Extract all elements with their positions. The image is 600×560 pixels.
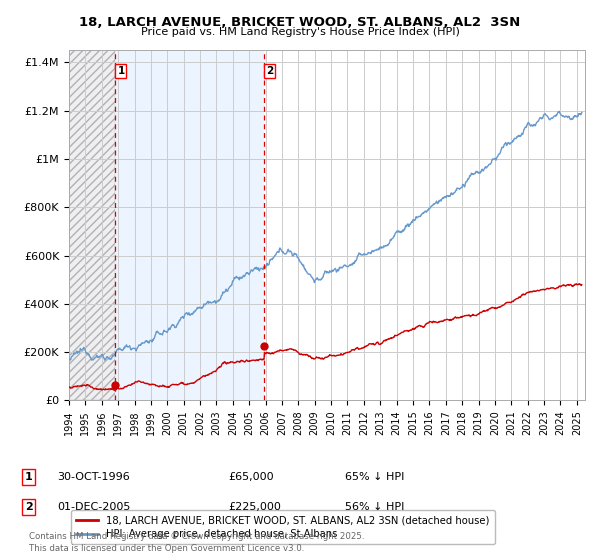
Text: 65% ↓ HPI: 65% ↓ HPI <box>345 472 404 482</box>
Text: £65,000: £65,000 <box>228 472 274 482</box>
Text: 30-OCT-1996: 30-OCT-1996 <box>57 472 130 482</box>
Text: 56% ↓ HPI: 56% ↓ HPI <box>345 502 404 512</box>
Bar <box>69 50 115 400</box>
Bar <box>115 50 264 400</box>
Text: Price paid vs. HM Land Registry's House Price Index (HPI): Price paid vs. HM Land Registry's House … <box>140 27 460 38</box>
Legend: 18, LARCH AVENUE, BRICKET WOOD, ST. ALBANS, AL2 3SN (detached house), HPI: Avera: 18, LARCH AVENUE, BRICKET WOOD, ST. ALBA… <box>71 510 495 544</box>
Text: Contains HM Land Registry data © Crown copyright and database right 2025.
This d: Contains HM Land Registry data © Crown c… <box>29 532 364 553</box>
Text: 2: 2 <box>25 502 32 512</box>
Text: 1: 1 <box>25 472 32 482</box>
Bar <box>69 50 115 400</box>
Text: 18, LARCH AVENUE, BRICKET WOOD, ST. ALBANS, AL2  3SN: 18, LARCH AVENUE, BRICKET WOOD, ST. ALBA… <box>79 16 521 29</box>
Text: £225,000: £225,000 <box>228 502 281 512</box>
Text: 01-DEC-2005: 01-DEC-2005 <box>57 502 130 512</box>
Text: 1: 1 <box>118 66 125 76</box>
Text: 2: 2 <box>266 66 274 76</box>
